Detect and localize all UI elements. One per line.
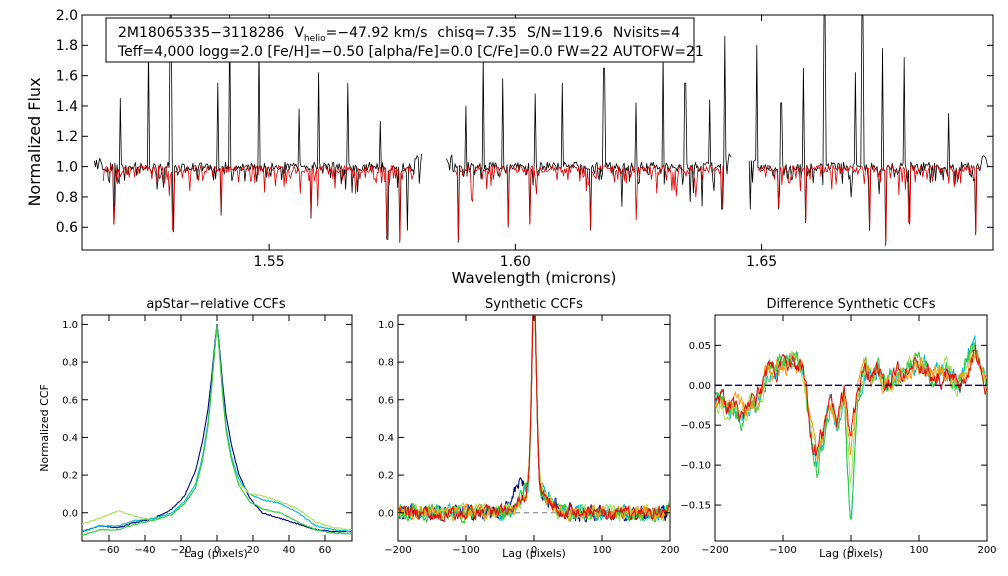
- synthetic-ccf-line-orange: [398, 315, 670, 522]
- synthetic-ccf-line-light-green: [398, 315, 670, 523]
- synthetic-ccf-line-green: [398, 315, 670, 524]
- info-box: [105, 17, 695, 63]
- info-nvisits: Nvisits=4: [613, 25, 680, 41]
- apstar-ytick-label: 0.6: [62, 395, 78, 406]
- synthetic-ccf-lines: [398, 315, 670, 524]
- apstar-ytick-label: 0.0: [62, 508, 78, 519]
- apstar-xtick-label: 60: [319, 545, 332, 556]
- apstar-ccf-title: apStar−relative CCFs: [146, 297, 286, 312]
- synthetic-ccf-x-axis-label: Lag (pixels): [502, 547, 566, 560]
- spectrum-ticks: 1.55 1.60 1.65 0.6 0.8 1.0 1.2 1.4 1.6 1.8 2.0: [56, 8, 993, 270]
- difference-ccf-ticks: −200 −100 0 100 200 −0.15 −0.10 −0.05 0.00 0.05: [680, 315, 997, 556]
- difference-xtick-label: 0: [848, 545, 854, 556]
- info-star-id: 2M18065335−3118286: [118, 25, 284, 41]
- apstar-ytick-label: 0.8: [62, 358, 78, 369]
- spectrum-xtick-label: 1.60: [500, 254, 531, 270]
- synthetic-xtick-label: 200: [660, 545, 679, 556]
- difference-ccf-panel: Difference Synthetic CCFs −200 −100 0 100 20…: [680, 297, 996, 560]
- synthetic-ccf-line-navy: [398, 315, 670, 523]
- difference-ccf-line-orange: [715, 349, 987, 462]
- spectrum-ytick-label: 0.6: [56, 220, 78, 236]
- difference-plot-frame: [714, 314, 988, 542]
- spectrum-y-axis-label: Normalized Flux: [25, 77, 44, 206]
- apstar-ccf-line-light-green: [82, 325, 352, 531]
- synthetic-xtick-label: 100: [592, 545, 611, 556]
- synthetic-ytick-label: 0.0: [378, 508, 394, 519]
- difference-xtick-label: −200: [701, 545, 728, 556]
- spectrum-xtick-label: 1.55: [254, 254, 285, 270]
- apstar-ccf-x-axis-label: Lag (pixels): [184, 547, 248, 560]
- info-line-2: Teff=4,000 logg=2.0 [Fe/H]=−0.50 [alpha/…: [117, 44, 704, 60]
- difference-ytick-label: 0.05: [689, 341, 711, 352]
- apstar-ccf-line-cyan: [82, 325, 352, 533]
- apstar-ccf-panel: apStar−relative CCFs −60 −40 −20 0 20 40 60 0.0…: [38, 297, 353, 560]
- info-v-label: V: [294, 25, 304, 41]
- synthetic-ccf-panel: Synthetic CCFs −200 −100 0 100 200 0.0 0.2 0.4 0…: [378, 297, 680, 560]
- spectrum-synthetic-chip-2: [454, 164, 725, 240]
- apstar-ytick-label: 0.4: [62, 433, 78, 444]
- spectrum-ytick-label: 1.8: [56, 38, 78, 54]
- synthetic-ytick-label: 0.2: [378, 471, 394, 482]
- info-v-subscript: helio: [304, 34, 326, 44]
- difference-xtick-label: 100: [909, 545, 928, 556]
- synthetic-xtick-label: 0: [531, 545, 537, 556]
- apstar-ccf-line-green: [82, 325, 352, 536]
- spectrum-synthetic-chip-1: [102, 164, 415, 240]
- info-chisq: chisq=7.35: [437, 25, 517, 41]
- apstar-xtick-label: 0: [214, 545, 220, 556]
- difference-ytick-label: 0.00: [689, 381, 711, 392]
- difference-ytick-label: −0.15: [680, 501, 711, 512]
- synthetic-xtick-label: −200: [384, 545, 411, 556]
- synthetic-ytick-label: 1.0: [378, 320, 394, 331]
- difference-ccf-x-axis-label: Lag (pixels): [819, 547, 883, 560]
- difference-ytick-label: −0.05: [680, 421, 711, 432]
- difference-xtick-label: 200: [977, 545, 996, 556]
- spectrum-observed-chip-1: [93, 15, 422, 243]
- spectrum-synthetic-chip-3: [757, 164, 981, 243]
- synthetic-ccf-ticks: −200 −100 0 100 200 0.0 0.2 0.4 0.6 0.8 1.0: [378, 315, 680, 556]
- apstar-ytick-label: 1.0: [62, 320, 78, 331]
- apstar-ccf-line-navy: [82, 323, 352, 533]
- spectrum-xtick-label: 1.65: [746, 254, 777, 270]
- apstar-xtick-label: 20: [247, 545, 260, 556]
- difference-ytick-label: −0.10: [680, 461, 711, 472]
- spectrum-x-axis-label: Wavelength (microns): [452, 269, 617, 287]
- apstar-xtick-label: −60: [98, 545, 119, 556]
- apstar-ccf-lines: [82, 323, 352, 536]
- difference-ccf-line-red: [715, 345, 987, 457]
- spectrum-ytick-label: 1.2: [56, 129, 78, 145]
- spectrum-panel: 1.55 1.60 1.65 0.6 0.8 1.0 1.2 1.4 1.6 1.8 2.0 Nor…: [25, 8, 994, 287]
- spectrum-plot-frame: [81, 14, 994, 251]
- apstar-ytick-label: 0.2: [62, 471, 78, 482]
- info-line-1: 2M18065335−3118286 Vhelio=−47.92 km/s chis…: [118, 25, 680, 44]
- spectrum-ytick-label: 1.6: [56, 69, 78, 85]
- synthetic-xtick-label: −100: [452, 545, 479, 556]
- difference-xtick-label: −100: [769, 545, 796, 556]
- difference-ccf-title: Difference Synthetic CCFs: [766, 297, 935, 312]
- spectrum-ytick-label: 0.8: [56, 190, 78, 206]
- apstar-xtick-label: −40: [134, 545, 155, 556]
- spectrum-lines: [93, 15, 988, 246]
- synthetic-ccf-line-red: [398, 315, 670, 523]
- synthetic-ccf-line-cyan: [398, 315, 670, 522]
- spectrum-ytick-label: 1.4: [56, 99, 78, 115]
- spectrum-ytick-label: 1.0: [56, 160, 78, 176]
- spectrum-observed-chip-3: [748, 15, 988, 246]
- apstar-ccf-ticks: −60 −40 −20 0 20 40 60 0.0 0.2 0.4 0.6 0.8 1.0: [62, 315, 352, 556]
- info-v-value: =−47.92 km/s: [326, 25, 428, 41]
- synthetic-ytick-label: 0.8: [378, 358, 394, 369]
- synthetic-ytick-label: 0.4: [378, 433, 394, 444]
- spectrum-observed-chip-2: [446, 35, 732, 243]
- synthetic-ccf-title: Synthetic CCFs: [485, 297, 583, 312]
- apstar-xtick-label: 40: [283, 545, 296, 556]
- difference-ccf-lines: [715, 335, 987, 520]
- synthetic-ytick-label: 0.6: [378, 395, 394, 406]
- apstar-plot-frame: [81, 314, 353, 542]
- info-snr: S/N=119.6: [527, 25, 603, 41]
- spectrum-ytick-label: 2.0: [56, 8, 78, 24]
- apstar-xtick-label: −20: [170, 545, 191, 556]
- apstar-ccf-y-axis-label: Normalized CCF: [38, 384, 51, 472]
